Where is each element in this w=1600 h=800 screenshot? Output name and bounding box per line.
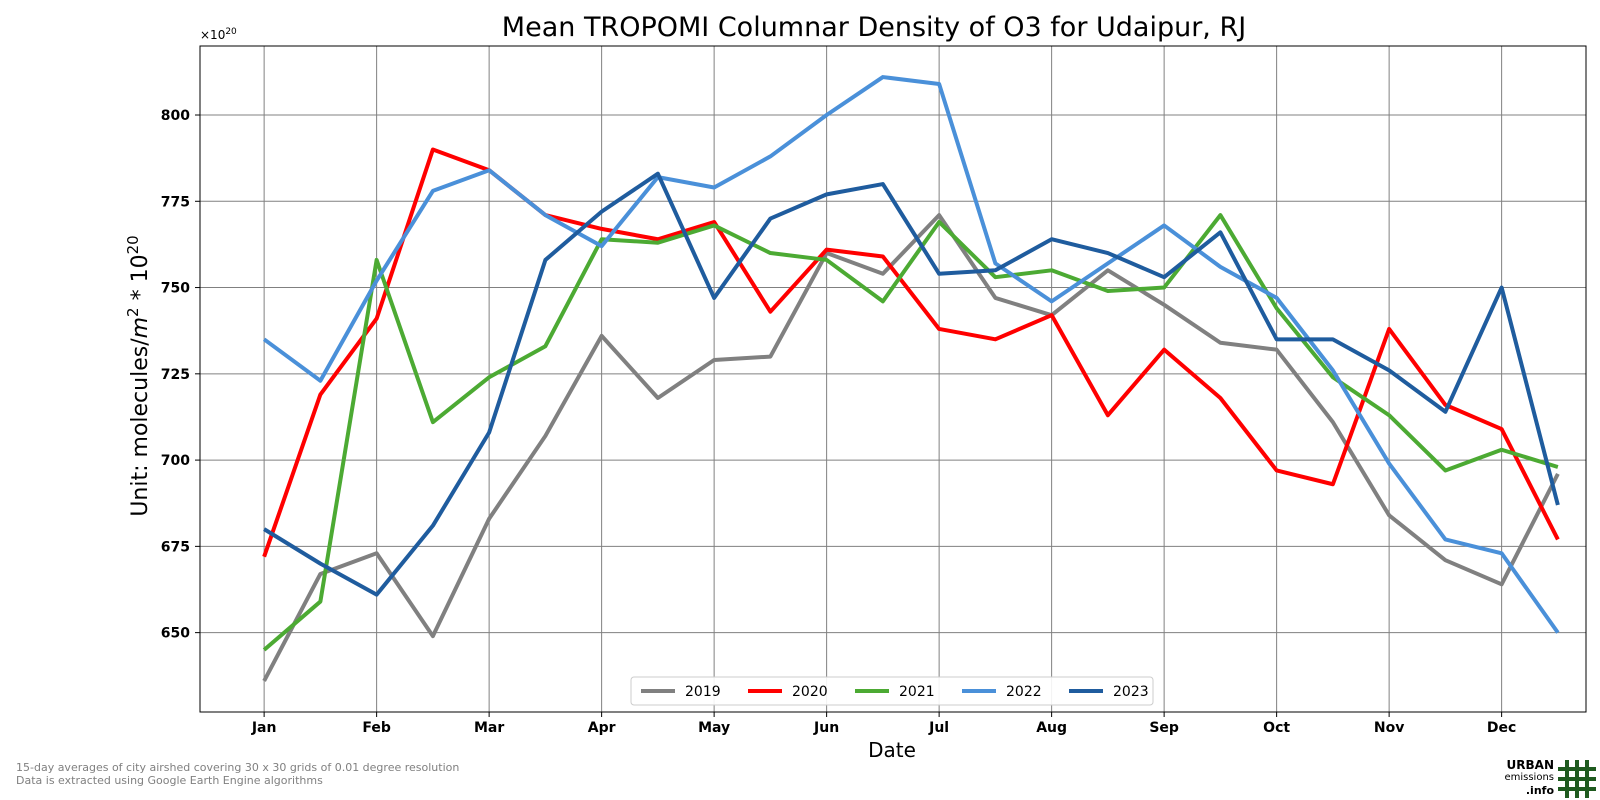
chart-title: Mean TROPOMI Columnar Density of O3 for … xyxy=(502,12,1246,43)
grid-logo-icon xyxy=(1558,760,1596,798)
y-tick-label-675: 675 xyxy=(161,539,190,555)
legend-label-2020: 2020 xyxy=(792,684,828,700)
series-line-2023 xyxy=(263,171,1560,597)
legend-label-2021: 2021 xyxy=(899,684,935,700)
legend-label-2019: 2019 xyxy=(685,684,721,700)
legend-label-2022: 2022 xyxy=(1006,684,1042,700)
x-tick-label-may: May xyxy=(698,720,730,736)
x-tick-label-dec: Dec xyxy=(1487,720,1516,736)
x-tick-label-jul: Jul xyxy=(928,720,949,736)
series-line-2020 xyxy=(262,147,1560,558)
y-tick-label-700: 700 xyxy=(161,453,190,469)
series-lines xyxy=(262,75,1560,682)
legend: 2019 2020 2021 2022 2023 xyxy=(630,676,1154,706)
series-line-2019 xyxy=(262,213,1560,682)
y-axis-label: Unit: molecules/m2 * 1020 xyxy=(124,235,153,516)
series-line-2022 xyxy=(262,75,1560,634)
x-tick-label-jan: Jan xyxy=(251,720,277,736)
y-tick-label-650: 650 xyxy=(161,626,190,642)
axis-ticks: Jan Feb Mar Apr May Jun Jul Aug Sep Oct Nov Dec 650 6… xyxy=(161,108,1517,736)
logo-line-info: .info xyxy=(1525,784,1554,797)
x-tick-label-nov: Nov xyxy=(1374,720,1404,736)
x-tick-label-feb: Feb xyxy=(362,720,391,736)
footnote-source: Data is extracted using Google Earth Eng… xyxy=(16,774,323,787)
legend-box xyxy=(630,676,1154,706)
y-tick-label-800: 800 xyxy=(161,108,190,124)
x-tick-label-mar: Mar xyxy=(474,720,504,736)
x-tick-label-aug: Aug xyxy=(1036,720,1067,736)
y-tick-label-775: 775 xyxy=(161,194,190,210)
y-tick-label-750: 750 xyxy=(161,281,190,297)
legend-label-2023: 2023 xyxy=(1113,684,1149,700)
y-tick-label-725: 725 xyxy=(161,367,190,383)
footnote-resolution: 15-day averages of city airshed covering… xyxy=(16,761,460,774)
x-tick-label-apr: Apr xyxy=(588,720,616,736)
x-tick-label-oct: Oct xyxy=(1263,720,1290,736)
plot-frame xyxy=(199,45,1587,713)
logo-line-emissions: emissions xyxy=(1504,772,1554,783)
x-axis-label: Date xyxy=(868,738,916,762)
logo-line-urban: URBAN xyxy=(1506,758,1554,772)
x-tick-label-sep: Sep xyxy=(1149,720,1179,736)
x-tick-label-jun: Jun xyxy=(813,720,839,736)
y-offset-label: ×1020 xyxy=(200,27,237,42)
urban-emissions-logo: URBAN emissions .info xyxy=(1492,758,1596,798)
grid-lines xyxy=(200,46,1586,712)
